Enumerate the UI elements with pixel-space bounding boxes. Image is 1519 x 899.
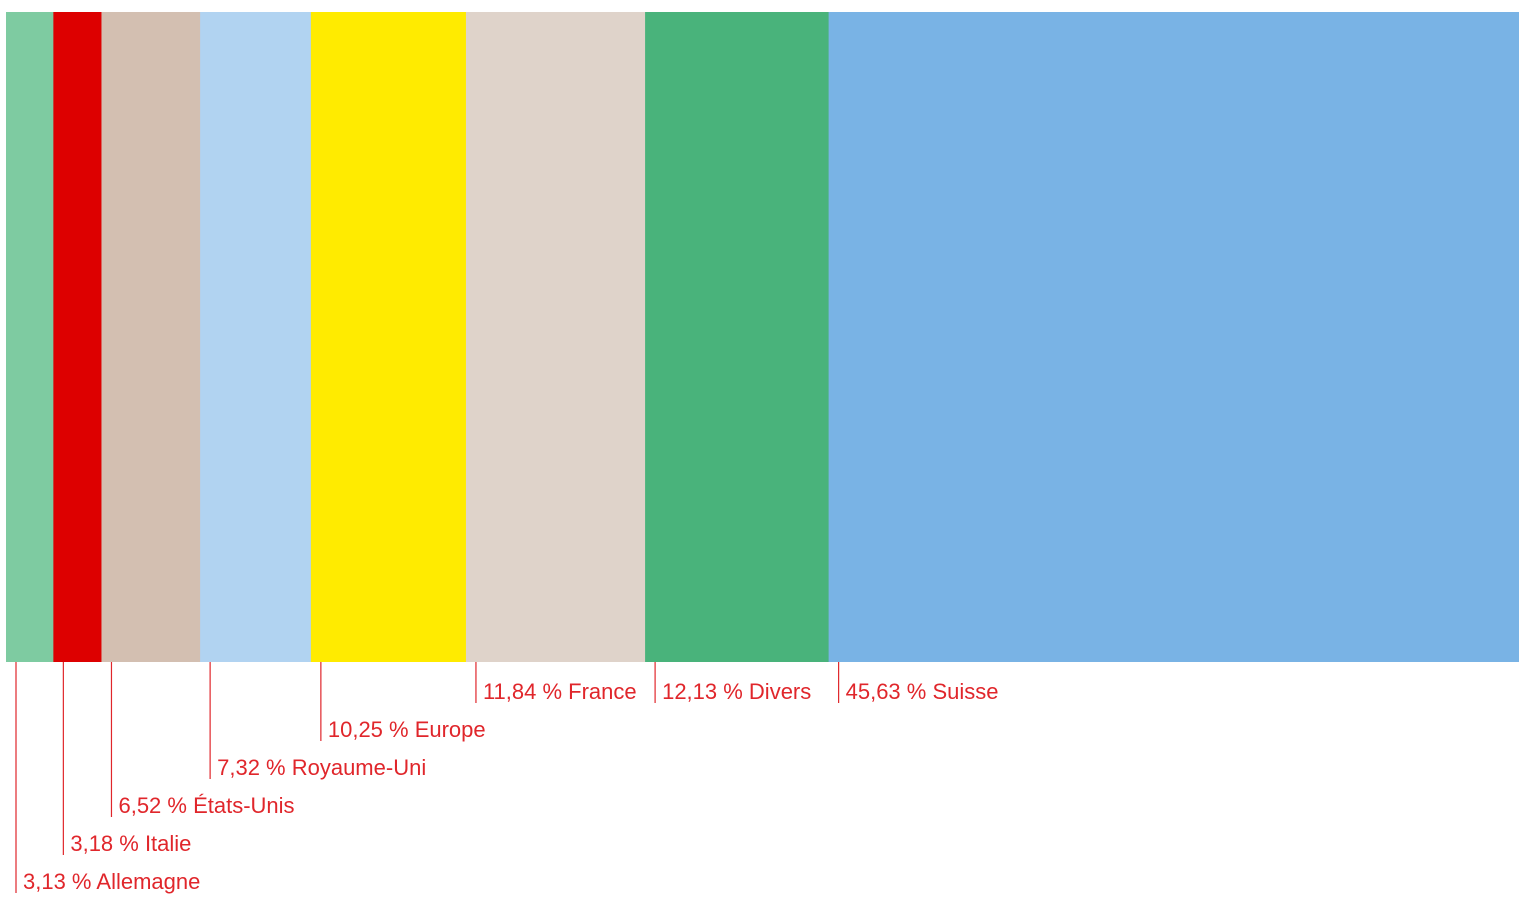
segment-label-5: 11,84 % France xyxy=(483,679,637,704)
bar-segment-2 xyxy=(101,12,200,662)
segment-label-1: 3,18 % Italie xyxy=(70,831,191,856)
bar-segment-1 xyxy=(53,12,102,662)
bar-segment-0 xyxy=(6,12,54,662)
bar-segment-7 xyxy=(829,12,1519,662)
bar-segments xyxy=(6,12,1519,662)
bar-segment-5 xyxy=(466,12,646,662)
bar-segment-4 xyxy=(311,12,467,662)
segment-label-7: 45,63 % Suisse xyxy=(846,679,999,704)
segment-label-6: 12,13 % Divers xyxy=(662,679,811,704)
segment-label-3: 7,32 % Royaume-Uni xyxy=(217,755,426,780)
segment-label-4: 10,25 % Europe xyxy=(328,717,486,742)
segment-labels: 3,13 % Allemagne 3,18 % Italie 6,52 % État… xyxy=(23,679,998,894)
segment-label-2: 6,52 % États-Unis xyxy=(118,793,294,818)
bar-segment-3 xyxy=(200,12,311,662)
bar-segment-6 xyxy=(645,12,829,662)
segment-label-0: 3,13 % Allemagne xyxy=(23,869,200,894)
